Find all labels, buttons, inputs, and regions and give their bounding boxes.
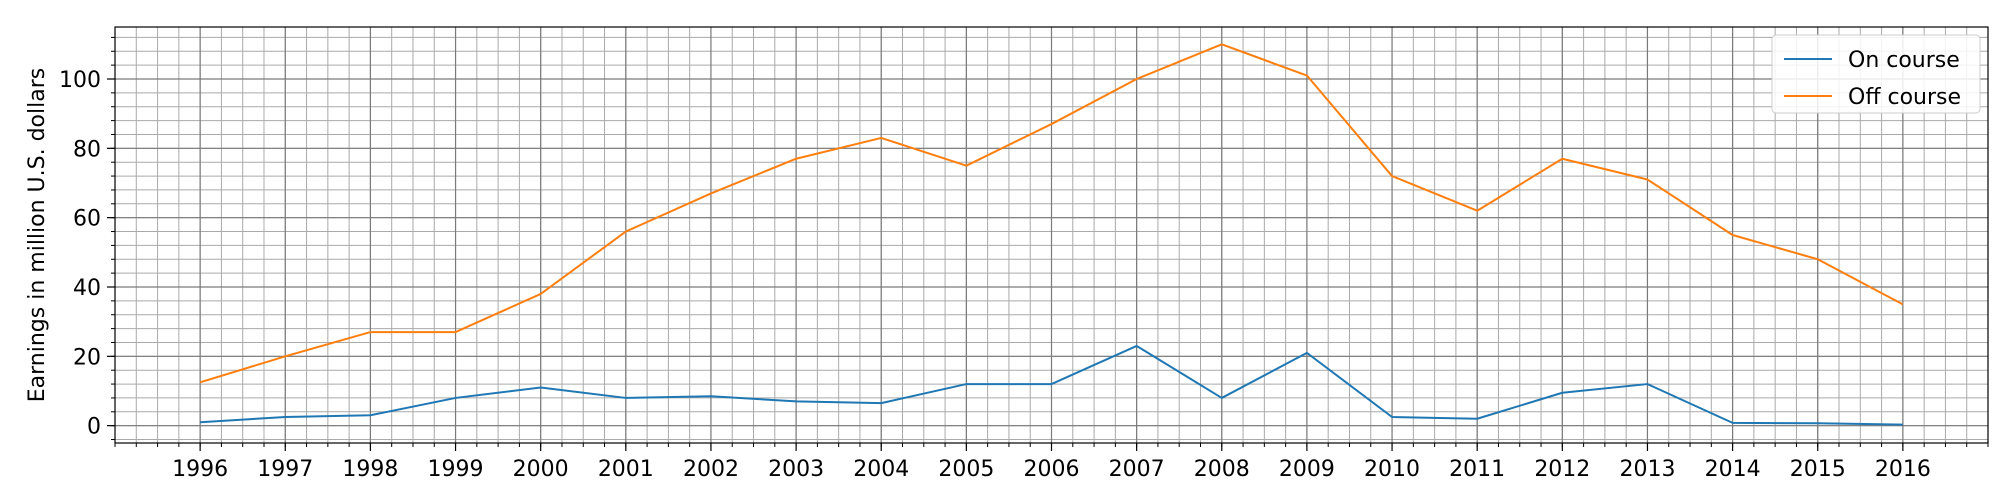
data-point	[964, 163, 969, 168]
y-axis-label: Earnings in million U.S. dollars	[25, 68, 50, 402]
x-tick-label: 2009	[1279, 457, 1335, 482]
data-point	[1219, 42, 1224, 47]
x-tick-label: 2006	[1024, 457, 1080, 482]
data-point	[1815, 257, 1820, 262]
data-point	[708, 394, 713, 399]
y-tick-label: 40	[73, 276, 101, 301]
data-point	[1560, 390, 1565, 395]
x-tick-label: 2014	[1705, 457, 1761, 482]
data-point	[1134, 77, 1139, 82]
x-tick-label: 2005	[938, 457, 994, 482]
data-point	[453, 395, 458, 400]
data-point	[453, 330, 458, 335]
data-point	[368, 413, 373, 418]
x-tick-label: 2003	[768, 457, 824, 482]
data-point	[879, 135, 884, 140]
y-tick-label: 60	[73, 207, 101, 232]
y-tick-label: 80	[73, 137, 101, 162]
data-point	[623, 395, 628, 400]
data-point	[623, 229, 628, 234]
data-point	[1475, 416, 1480, 421]
x-tick-label: 2012	[1534, 457, 1590, 482]
series-lines	[198, 42, 1905, 427]
x-tick-label: 2013	[1619, 457, 1675, 482]
data-point	[1645, 382, 1650, 387]
data-point	[1390, 174, 1395, 179]
data-point	[1219, 395, 1224, 400]
x-tick-label: 2016	[1875, 457, 1931, 482]
legend-label: On course	[1848, 48, 1960, 73]
x-tick-label: 2010	[1364, 457, 1420, 482]
data-point	[1304, 73, 1309, 78]
data-point	[794, 399, 799, 404]
data-point	[283, 415, 288, 420]
series-line-on-course	[200, 344, 1903, 426]
x-tick-label: 2004	[853, 457, 909, 482]
x-tick-label: 2011	[1449, 457, 1505, 482]
x-tick-label: 1998	[342, 457, 398, 482]
legend: On course Off course	[1771, 34, 1981, 114]
data-point	[1560, 156, 1565, 161]
axis-ticks	[107, 36, 1989, 451]
data-point	[198, 380, 203, 385]
x-tick-label: 1997	[257, 457, 313, 482]
data-point	[368, 330, 373, 335]
data-point	[964, 382, 969, 387]
x-tick-label: 2000	[513, 457, 569, 482]
data-point	[1475, 208, 1480, 213]
x-tick-label: 2015	[1790, 457, 1846, 482]
y-tick-label: 0	[87, 415, 101, 440]
data-point	[794, 156, 799, 161]
data-point	[1815, 421, 1820, 426]
x-tick-label: 2002	[683, 457, 739, 482]
data-point	[538, 291, 543, 296]
data-point	[1304, 350, 1309, 355]
y-tick-label: 20	[73, 345, 101, 370]
data-point	[198, 420, 203, 425]
data-point	[708, 191, 713, 196]
tick-labels: 1996 1997 1998 1999 2000 2001 2002 2003 2004 2005…	[59, 68, 1931, 482]
data-point	[1730, 420, 1735, 425]
data-point	[879, 401, 884, 406]
data-point	[1134, 343, 1139, 348]
x-tick-label: 1999	[428, 457, 484, 482]
x-tick-label: 2001	[598, 457, 654, 482]
data-point	[283, 354, 288, 359]
data-point	[1900, 302, 1905, 307]
series-line-off-course	[199, 43, 1904, 384]
x-tick-label: 2007	[1109, 457, 1165, 482]
data-point	[1645, 177, 1650, 182]
y-tick-label: 100	[59, 68, 101, 93]
data-point	[1900, 422, 1905, 427]
data-point	[538, 385, 543, 390]
data-point	[1730, 233, 1735, 238]
data-point	[1049, 122, 1054, 127]
x-tick-label: 2008	[1194, 457, 1250, 482]
legend-box	[1771, 34, 1981, 114]
data-point	[1390, 415, 1395, 420]
data-point	[1049, 382, 1054, 387]
grid	[114, 27, 1989, 443]
legend-label: Off course	[1848, 85, 1961, 110]
x-tick-label: 1996	[172, 457, 228, 482]
